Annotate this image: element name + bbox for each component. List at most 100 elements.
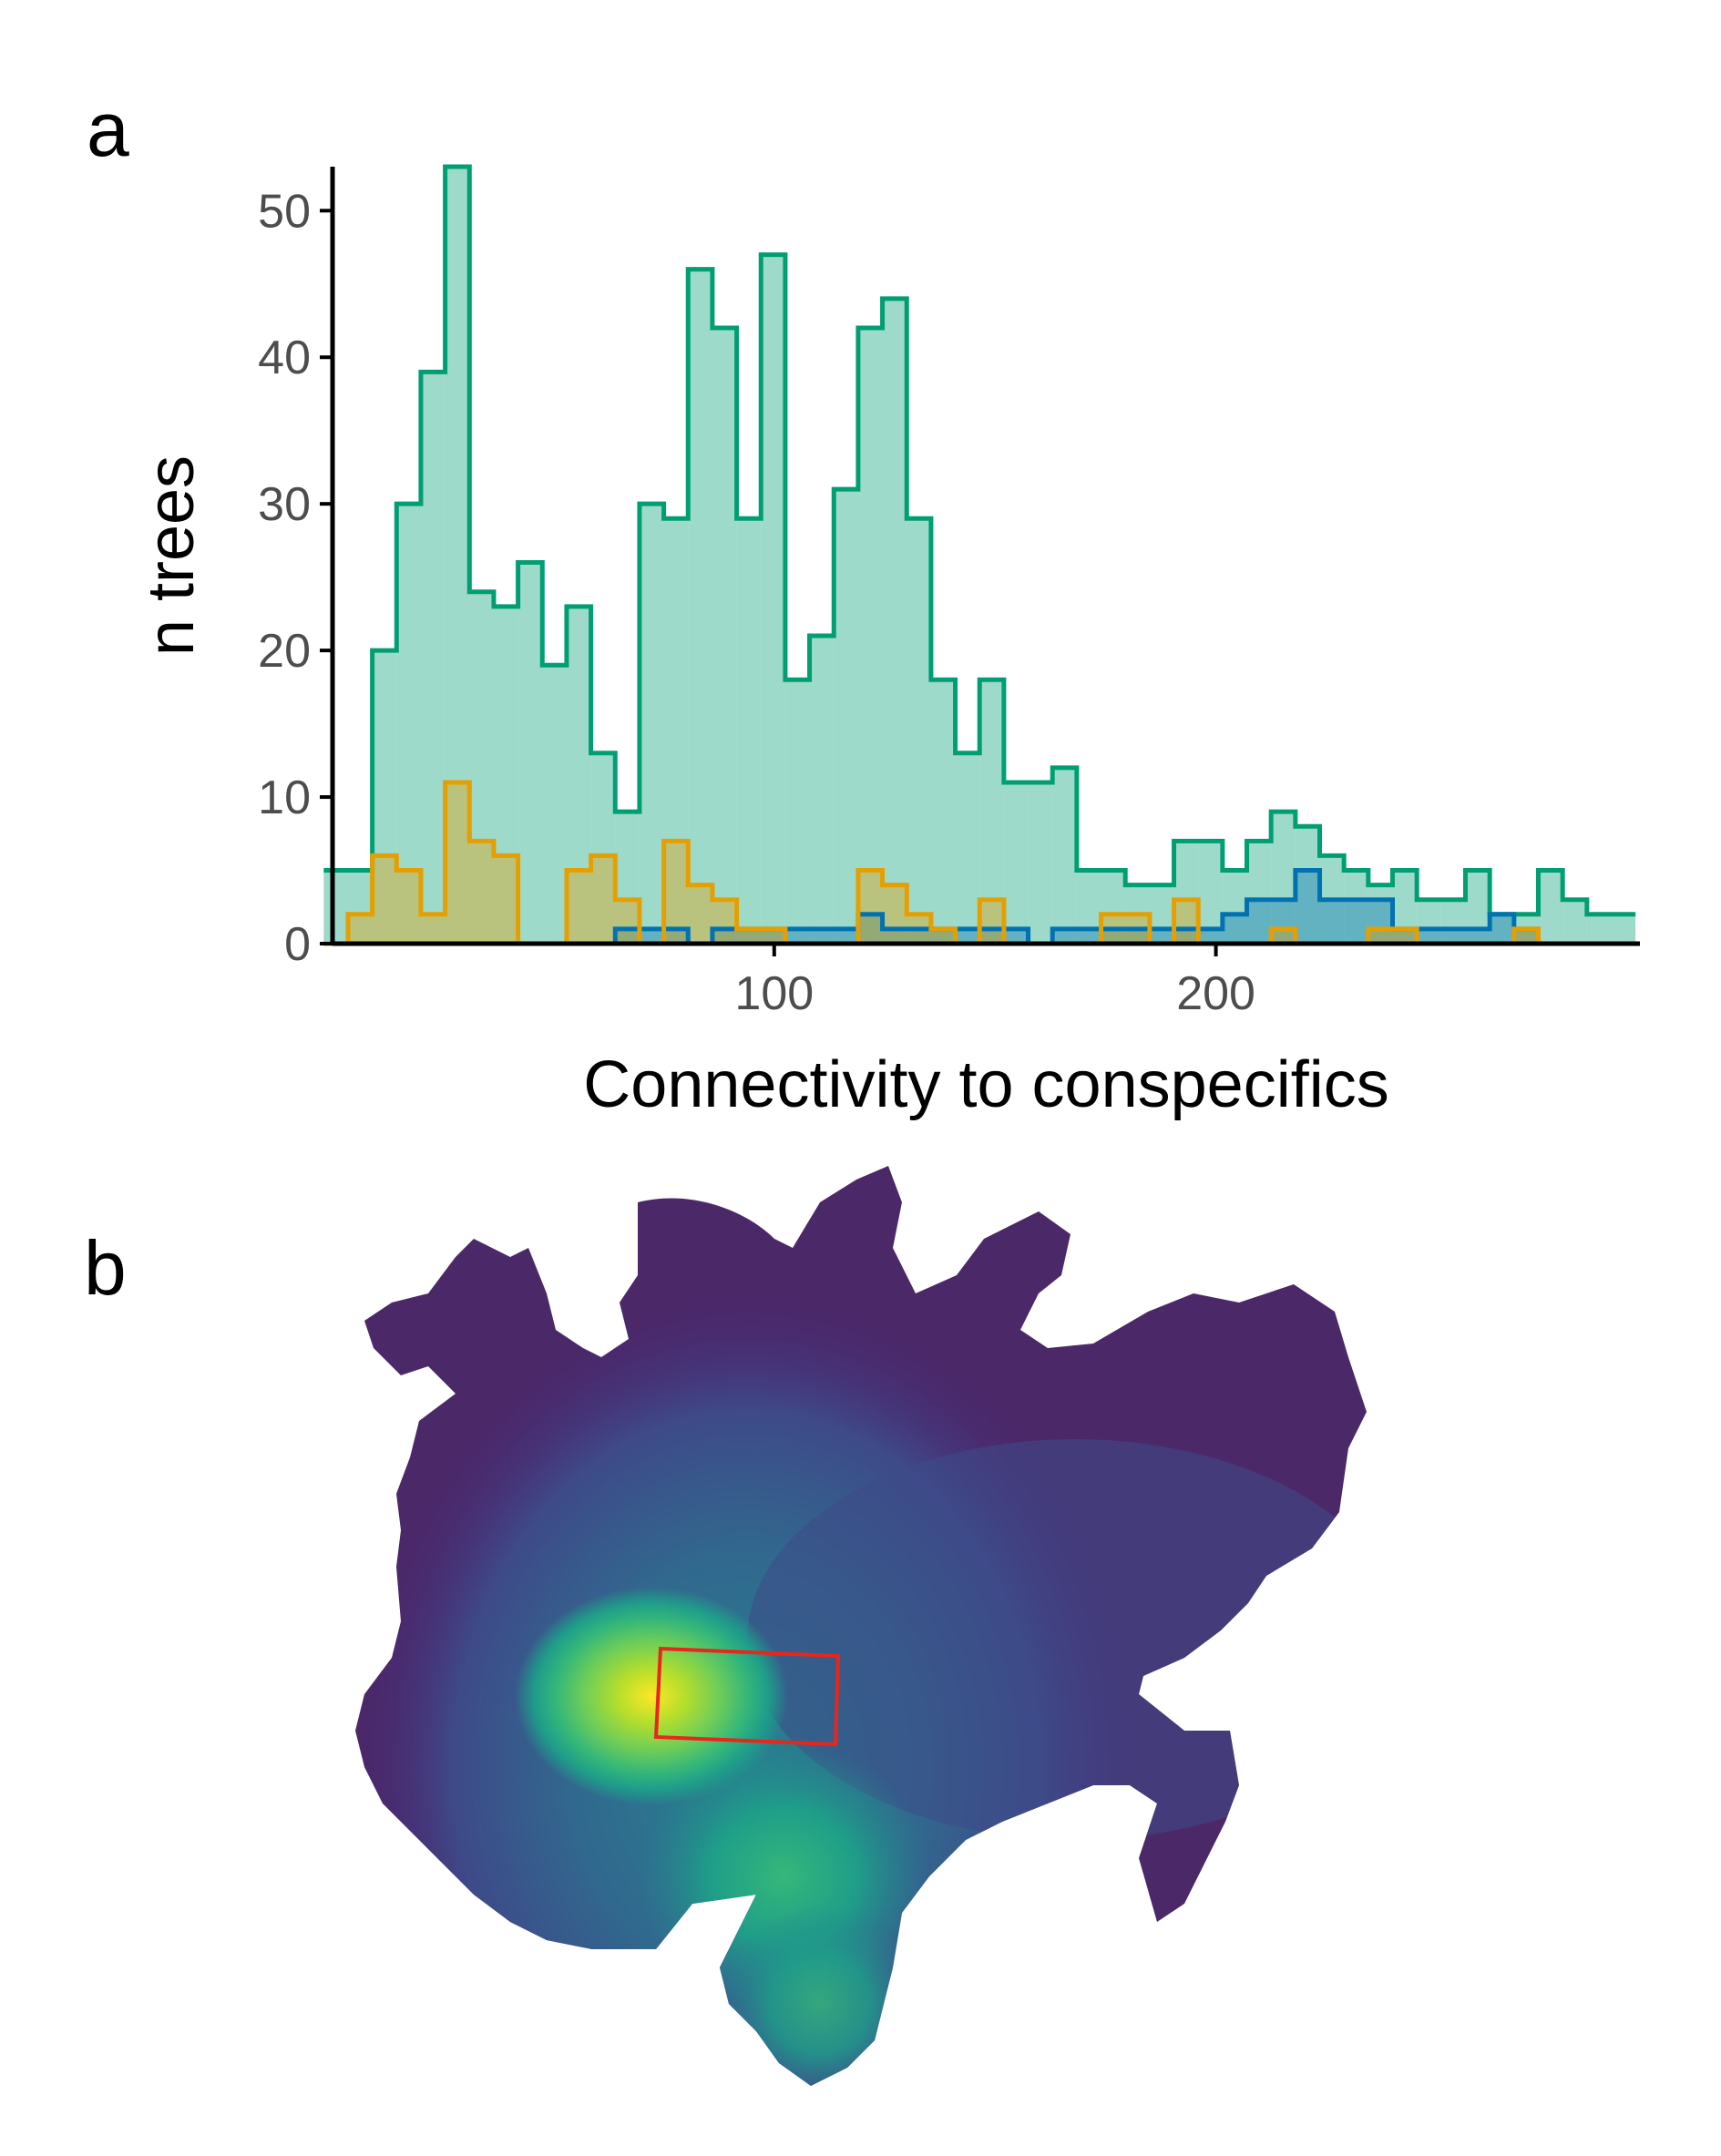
histogram-bar	[590, 855, 616, 944]
histogram-bar	[1295, 826, 1320, 944]
histogram-bar	[1368, 899, 1393, 944]
histogram-bar	[761, 928, 785, 944]
histogram-series-outline	[323, 780, 1636, 946]
histogram-bar	[784, 928, 810, 944]
histogram-bar	[1490, 914, 1514, 944]
histogram-bar	[907, 518, 931, 944]
histogram-bar	[761, 928, 785, 944]
histogram-bar	[1271, 928, 1296, 944]
histogram-bar	[930, 928, 956, 944]
histogram-bar	[615, 812, 640, 944]
histogram-bar	[1490, 914, 1514, 944]
histogram-bar	[809, 928, 835, 944]
histogram-bar	[736, 928, 762, 944]
y-tick-label: 10	[258, 771, 311, 824]
histogram-bar	[372, 650, 397, 944]
histogram-bar	[493, 855, 518, 944]
x-tick-label: 200	[1176, 967, 1255, 1020]
histogram-bar	[857, 328, 883, 945]
histogram-bar	[566, 870, 591, 944]
histogram-bar	[663, 928, 689, 944]
histogram-bar	[1344, 870, 1368, 944]
histogram-bar	[712, 928, 737, 944]
histogram-bar	[1052, 767, 1077, 944]
histogram-bar	[1392, 870, 1418, 944]
histogram-bar	[857, 870, 883, 944]
histogram-bar	[323, 870, 348, 944]
histogram-bar	[1392, 928, 1418, 944]
histogram-bar	[1173, 841, 1199, 944]
histogram-bar	[955, 928, 980, 944]
histogram-bar	[396, 870, 421, 944]
histogram-bar	[1198, 841, 1223, 944]
histogram-bar	[615, 928, 640, 944]
histogram-bar	[907, 928, 931, 944]
histogram-bar	[1149, 884, 1174, 944]
y-tick-label: 20	[258, 625, 311, 678]
histogram-bar	[445, 167, 470, 944]
histogram-bar	[1052, 928, 1077, 944]
panel-label-b: b	[84, 1225, 127, 1311]
histogram-bar	[1173, 928, 1199, 944]
histogram-bar	[347, 870, 373, 944]
histogram-bar	[688, 269, 712, 944]
histogram-bar	[1319, 899, 1345, 944]
histogram-bar	[1295, 870, 1320, 944]
histogram-bar	[736, 518, 762, 944]
histogram-bar	[590, 752, 616, 944]
histogram-bar	[1344, 899, 1368, 944]
density-field	[355, 1166, 1367, 2086]
histogram-bar	[979, 928, 1004, 944]
histogram-bar	[372, 855, 397, 944]
histogram-bar	[566, 606, 591, 944]
histogram-bar	[1562, 899, 1587, 944]
y-tick-label: 40	[258, 332, 311, 384]
histogram-bar	[1440, 928, 1466, 944]
histogram-bar	[761, 254, 785, 944]
y-tick-label: 0	[284, 918, 311, 971]
histogram-bar	[882, 298, 907, 944]
histogram-bar	[1465, 870, 1491, 944]
histogram-bar	[1538, 870, 1563, 944]
histogram-bar	[1222, 914, 1247, 944]
histogram-bar	[493, 606, 518, 944]
histogram-bar	[517, 562, 543, 944]
histogram-chart: 0 10 20 30 40 50 100 200 Connectivity to conspec…	[135, 164, 1640, 1121]
histogram-bar	[445, 782, 470, 944]
histogram-bar	[784, 679, 810, 944]
histogram-bar	[1101, 870, 1126, 944]
histogram-bar	[1368, 928, 1393, 944]
study-plot-highlight	[653, 1646, 841, 1747]
histogram-bar	[469, 841, 494, 944]
histogram-bar	[1417, 928, 1441, 944]
histogram-bar	[809, 636, 835, 944]
histogram-bar	[834, 489, 858, 944]
y-tick-label: 50	[258, 185, 311, 238]
histogram-bar	[930, 928, 956, 944]
histogram-bar	[712, 899, 737, 944]
density-peak	[515, 1587, 788, 1805]
x-tick-label: 100	[734, 967, 814, 1020]
histogram-bar	[1246, 841, 1272, 944]
histogram-bar	[420, 372, 446, 944]
panel-a: a 0 10 20 30 40 50 100 200 Connectivity to consp…	[87, 87, 1640, 1121]
histogram-bar	[834, 928, 858, 944]
histogram-bar	[1586, 914, 1612, 944]
histogram-bar	[1246, 899, 1272, 944]
y-axis-title: n trees	[135, 455, 208, 656]
histogram-bar	[955, 752, 980, 944]
histogram-bar	[347, 914, 373, 944]
histogram-bar	[1611, 914, 1636, 944]
histogram-bar	[882, 884, 907, 944]
histogram-bar	[663, 518, 689, 944]
histogram-bar	[1271, 812, 1296, 944]
histogram-bar	[1417, 899, 1441, 944]
histogram-bar	[1198, 928, 1223, 944]
histogram-bar	[1465, 928, 1491, 944]
panel-label-a: a	[87, 87, 129, 172]
y-tick-label: 30	[258, 478, 311, 531]
histogram-bar	[1101, 928, 1126, 944]
histogram-bar	[1368, 884, 1393, 944]
histogram-bar	[736, 928, 762, 944]
histogram-bar	[1028, 782, 1053, 944]
